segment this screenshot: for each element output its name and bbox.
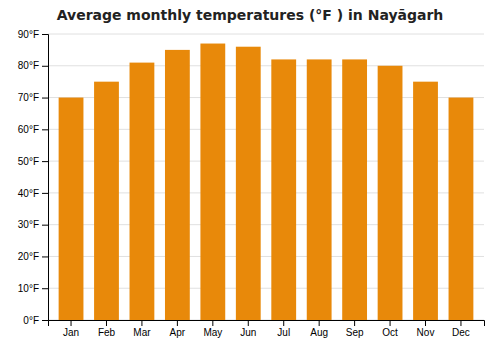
tick: Feb	[98, 320, 116, 338]
tick-label: Dec	[452, 327, 470, 338]
tick-label: Nov	[417, 327, 435, 338]
tick: Aug	[310, 320, 328, 338]
x-axis: Jan Feb Mar Apr May Jun Jul Aug Sep Oct Nov Dec	[49, 320, 485, 338]
bar	[130, 63, 155, 320]
tick: 30°F	[18, 219, 48, 230]
tick-mark	[42, 98, 48, 99]
bar	[94, 82, 119, 320]
tick-mark	[106, 320, 107, 326]
bar	[59, 98, 84, 320]
tick-mark	[177, 320, 178, 326]
tick: 20°F	[18, 251, 48, 262]
tick-label: Apr	[170, 327, 186, 338]
tick-label: 20°F	[18, 251, 39, 262]
tick-label: Jan	[63, 327, 79, 338]
bar	[165, 50, 190, 320]
y-axis: 0°F 10°F 20°F 30°F 40°F 50°F 60°F 70°F 80°F 90°F	[18, 29, 49, 326]
tick: 90°F	[18, 29, 48, 40]
bar	[307, 59, 332, 320]
tick-mark	[42, 225, 48, 226]
bar	[200, 44, 225, 320]
tick-label: Jul	[277, 327, 290, 338]
bar	[449, 98, 474, 320]
axis-line	[49, 321, 485, 327]
tick: Jul	[277, 320, 290, 338]
tick-label: 60°F	[18, 124, 39, 135]
tick-label: 40°F	[18, 188, 39, 199]
chart: 0°F 10°F 20°F 30°F 40°F 50°F 60°F 70°F 80°F 90°F J…	[0, 0, 500, 350]
bar	[413, 82, 438, 320]
tick-mark	[42, 161, 48, 162]
tick-label: 90°F	[18, 29, 39, 40]
tick-label: 80°F	[18, 60, 39, 71]
tick-mark	[42, 256, 48, 257]
tick-label: Mar	[133, 327, 151, 338]
bar	[236, 47, 261, 320]
axis-line	[42, 35, 49, 321]
tick-label: Aug	[310, 327, 328, 338]
tick: 80°F	[18, 60, 48, 71]
tick-mark	[319, 320, 320, 326]
tick-mark	[283, 320, 284, 326]
tick-mark	[42, 34, 48, 35]
tick-label: 30°F	[18, 219, 39, 230]
bar	[378, 66, 403, 320]
tick-mark	[390, 320, 391, 326]
tick-label: Feb	[98, 327, 116, 338]
tick-mark	[42, 288, 48, 289]
tick-label: May	[203, 327, 222, 338]
tick-mark	[354, 320, 355, 326]
tick-mark	[460, 320, 461, 326]
tick: Mar	[133, 320, 151, 338]
tick-mark	[42, 66, 48, 67]
tick: 10°F	[18, 283, 48, 294]
bar	[342, 59, 367, 320]
tick-mark	[71, 320, 72, 326]
tick-label: 70°F	[18, 92, 39, 103]
tick-label: 50°F	[18, 156, 39, 167]
tick: Oct	[382, 320, 398, 338]
tick-mark	[42, 320, 48, 321]
bars	[59, 44, 474, 320]
grid-line	[48, 65, 484, 66]
tick-mark	[42, 193, 48, 194]
tick: May	[203, 320, 222, 338]
tick: 60°F	[18, 124, 48, 135]
bar	[271, 59, 296, 320]
grid	[48, 34, 484, 320]
tick: 50°F	[18, 156, 48, 167]
tick: Jan	[63, 320, 79, 338]
tick: 40°F	[18, 188, 48, 199]
tick: Apr	[170, 320, 186, 338]
tick-label: Jun	[240, 327, 256, 338]
tick-label: Oct	[382, 327, 398, 338]
tick-mark	[425, 320, 426, 326]
tick: 70°F	[18, 92, 48, 103]
tick: Jun	[240, 320, 256, 338]
tick-mark	[212, 320, 213, 326]
tick-label: 10°F	[18, 283, 39, 294]
tick: 0°F	[23, 315, 48, 326]
grid-line	[48, 34, 484, 35]
tick-mark	[248, 320, 249, 326]
tick-label: Sep	[346, 327, 364, 338]
title: Average monthly temperatures (°F ) in Na…	[57, 7, 444, 23]
tick: Nov	[417, 320, 435, 338]
tick: Sep	[346, 320, 364, 338]
tick: Dec	[452, 320, 470, 338]
tick-mark	[42, 129, 48, 130]
tick-label: 0°F	[23, 315, 39, 326]
tick-mark	[141, 320, 142, 326]
plot: 0°F 10°F 20°F 30°F 40°F 50°F 60°F 70°F 80°F 90°F J…	[18, 29, 485, 338]
